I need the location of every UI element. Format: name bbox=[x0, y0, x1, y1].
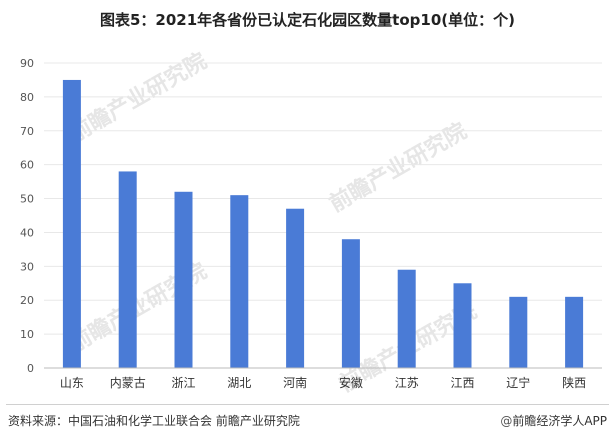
bars bbox=[62, 79, 584, 368]
y-tick-label: 90 bbox=[20, 57, 34, 70]
bar-chart: 0 10 20 30 40 50 60 70 80 90 山东 内蒙古 浙江 湖北 河南 安徽 江苏 江西 辽宁 陕… bbox=[20, 57, 602, 390]
brand-text: 前瞻经济学人APP bbox=[512, 414, 607, 428]
chart-title: 图表5：2021年各省份已认定石化园区数量top10(单位：个) bbox=[100, 11, 515, 29]
x-tick-label: 江西 bbox=[450, 376, 474, 390]
bar-内蒙古 bbox=[118, 171, 137, 368]
at-icon: @ bbox=[500, 414, 513, 428]
y-tick-label: 50 bbox=[20, 193, 34, 206]
x-tick-label: 陕西 bbox=[562, 375, 586, 390]
footer-divider bbox=[6, 404, 609, 405]
x-tick-label: 安徽 bbox=[339, 375, 363, 390]
x-tick-label: 江苏 bbox=[395, 376, 419, 390]
gridlines bbox=[44, 62, 602, 335]
x-tick-label: 河南 bbox=[283, 375, 307, 390]
bar-浙江 bbox=[174, 191, 193, 368]
bar-陕西 bbox=[565, 296, 584, 368]
y-tick-label: 10 bbox=[20, 328, 34, 341]
bar-山东 bbox=[62, 79, 81, 368]
y-tick-label: 70 bbox=[20, 125, 34, 138]
x-axis-ticks: 山东 内蒙古 浙江 湖北 河南 安徽 江苏 江西 辽宁 陕西 bbox=[60, 375, 586, 390]
brand-label: @前瞻经济学人APP bbox=[500, 412, 607, 429]
bar-湖北 bbox=[230, 195, 249, 368]
bar-江西 bbox=[453, 283, 472, 368]
x-tick-label: 辽宁 bbox=[506, 375, 530, 390]
x-tick-label: 浙江 bbox=[171, 376, 195, 390]
bar-安徽 bbox=[341, 239, 360, 368]
source-note: 资料来源：中国石油和化学工业联合会 前瞻产业研究院 bbox=[8, 414, 300, 428]
y-tick-label: 0 bbox=[27, 362, 34, 375]
bar-河南 bbox=[286, 208, 305, 368]
bar-辽宁 bbox=[509, 296, 528, 368]
y-tick-label: 80 bbox=[20, 91, 34, 104]
y-tick-label: 40 bbox=[20, 226, 34, 239]
x-tick-label: 内蒙古 bbox=[110, 375, 146, 390]
y-tick-label: 20 bbox=[20, 294, 34, 307]
y-axis-ticks: 0 10 20 30 40 50 60 70 80 90 bbox=[20, 57, 34, 375]
x-tick-label: 湖北 bbox=[227, 375, 251, 390]
bar-江苏 bbox=[397, 269, 416, 368]
y-tick-label: 60 bbox=[20, 159, 34, 172]
x-tick-label: 山东 bbox=[60, 376, 84, 390]
y-tick-label: 30 bbox=[20, 260, 34, 273]
